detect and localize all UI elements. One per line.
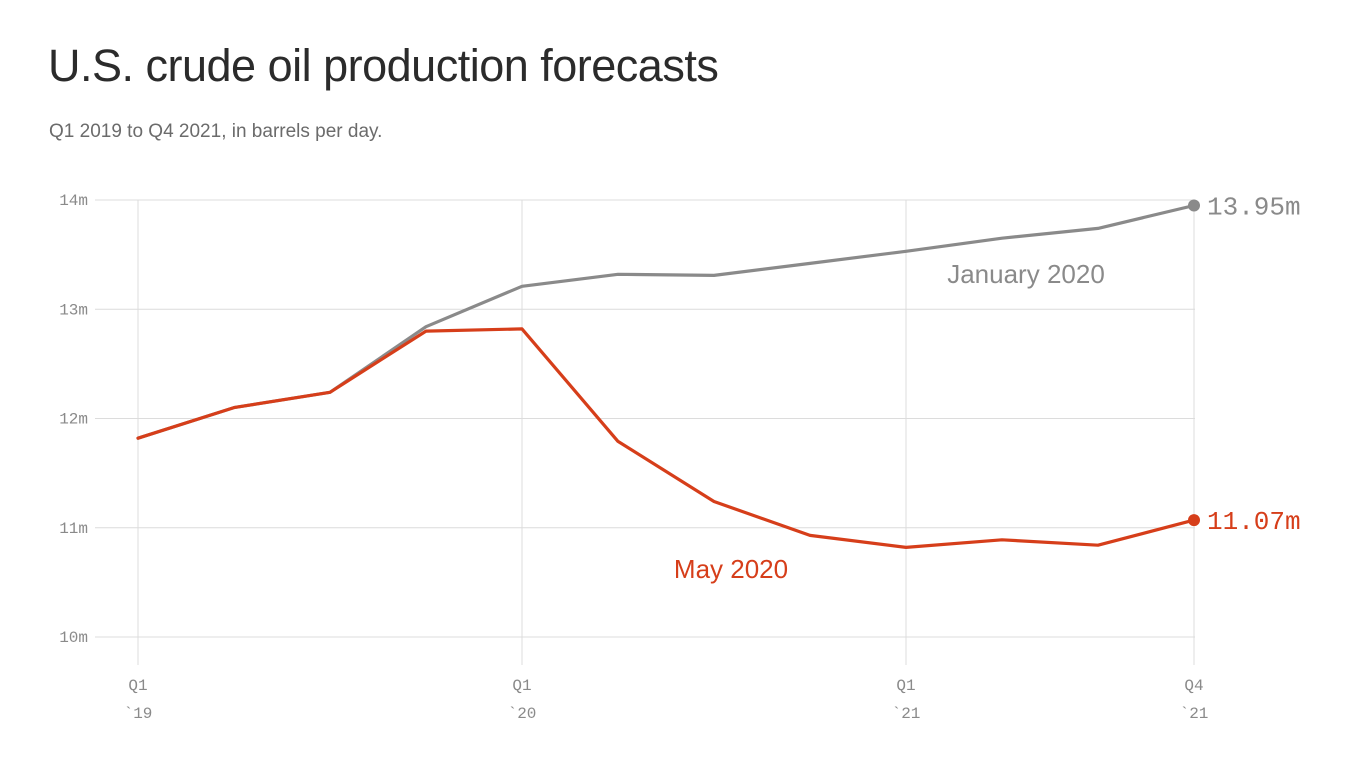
y-tick-label: 14m bbox=[59, 192, 88, 210]
series-end-point bbox=[1188, 199, 1200, 212]
series-line bbox=[136, 203, 1196, 440]
series-name-label: May 2020 bbox=[674, 554, 788, 584]
series-line bbox=[136, 327, 1196, 550]
x-tick-year-label: `20 bbox=[508, 705, 537, 723]
x-tick-label: Q1 bbox=[896, 677, 915, 695]
chart-subtitle: Q1 2019 to Q4 2021, in barrels per day. bbox=[49, 121, 383, 142]
end-value-label: 11.07m bbox=[1207, 507, 1301, 537]
grid-layer bbox=[95, 199, 1195, 665]
x-tick-label: Q1 bbox=[128, 677, 147, 695]
x-tick-label: Q4 bbox=[1184, 677, 1203, 695]
x-tick-year-label: `21 bbox=[892, 705, 921, 723]
y-tick-label: 12m bbox=[59, 411, 88, 429]
series-name-label: January 2020 bbox=[947, 259, 1105, 289]
y-axis-labels: 10m 11m 12m 13m 14m bbox=[59, 192, 88, 647]
end-value-label: 13.95m bbox=[1207, 192, 1301, 222]
x-tick-year-label: `19 bbox=[124, 705, 153, 723]
y-tick-label: 13m bbox=[59, 301, 88, 319]
series-layer bbox=[136, 199, 1200, 550]
y-tick-label: 10m bbox=[59, 629, 88, 647]
chart-title: U.S. crude oil production forecasts bbox=[48, 40, 719, 91]
x-tick-year-label: `21 bbox=[1180, 705, 1209, 723]
y-tick-label: 11m bbox=[59, 520, 88, 538]
x-tick-label: Q1 bbox=[512, 677, 531, 695]
x-axis-labels: Q1 `19 Q1 `20 Q1 `21 Q4 `21 bbox=[124, 677, 1209, 723]
series-labels: 13.95m 11.07m January 2020 May 2020 bbox=[674, 192, 1301, 584]
series-end-point bbox=[1188, 514, 1200, 527]
